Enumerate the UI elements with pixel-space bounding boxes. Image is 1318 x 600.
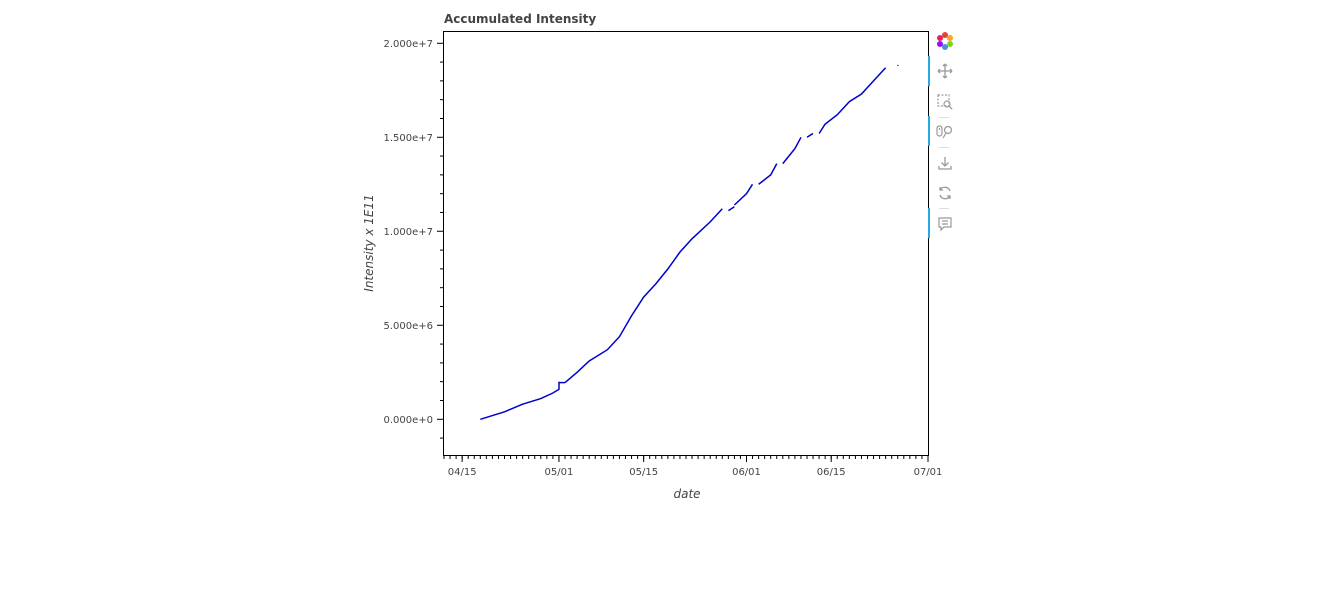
x-tick-label: 05/15 <box>629 467 658 478</box>
series-line <box>480 381 560 421</box>
pan-active-indicator <box>928 56 930 86</box>
y-axis: 0.000e+0 5.000e+6 1.000e+7 1.500e+7 2.000e+7 <box>383 39 444 439</box>
series-line <box>782 136 802 165</box>
series-layer <box>480 64 899 421</box>
chart-title: Accumulated Intensity <box>444 12 596 26</box>
pan-icon[interactable] <box>934 60 956 82</box>
box-zoom-icon[interactable] <box>934 91 956 113</box>
reset-icon[interactable] <box>934 182 956 204</box>
toolbar-separator <box>939 208 949 209</box>
x-axis: 04/15 05/01 05/15 06/01 06/15 07/01 <box>443 455 943 478</box>
x-tick-label: 04/15 <box>448 467 477 478</box>
y-tick-label: 2.000e+7 <box>383 39 433 50</box>
x-axis-label: date <box>673 487 700 501</box>
series-line <box>806 132 814 138</box>
y-tick-label: 0.000e+0 <box>383 415 433 426</box>
series-line <box>758 163 778 185</box>
series-line <box>564 208 723 384</box>
x-tick-label: 05/01 <box>545 467 574 478</box>
x-tick-label: 07/01 <box>914 467 943 478</box>
y-axis-label: Intensity x 1E11 <box>362 194 376 291</box>
y-tick-label: 1.000e+7 <box>383 227 433 238</box>
hover-icon[interactable] <box>934 213 956 235</box>
series-line <box>733 183 754 206</box>
plot-frame <box>443 31 929 456</box>
wheel-zoom-icon[interactable] <box>934 121 956 143</box>
series-line <box>727 206 735 212</box>
bokeh-logo-icon[interactable] <box>934 30 956 52</box>
y-tick-label: 5.000e+6 <box>383 321 433 332</box>
toolbar-separator <box>939 147 949 148</box>
x-tick-label: 06/15 <box>817 467 846 478</box>
save-icon[interactable] <box>934 152 956 174</box>
x-tick-label: 06/01 <box>732 467 761 478</box>
wheel-zoom-active-indicator <box>928 116 930 146</box>
y-tick-label: 1.500e+7 <box>383 133 433 144</box>
toolbar-separator <box>939 117 949 118</box>
series-line <box>818 67 887 134</box>
hover-active-indicator <box>928 208 930 238</box>
